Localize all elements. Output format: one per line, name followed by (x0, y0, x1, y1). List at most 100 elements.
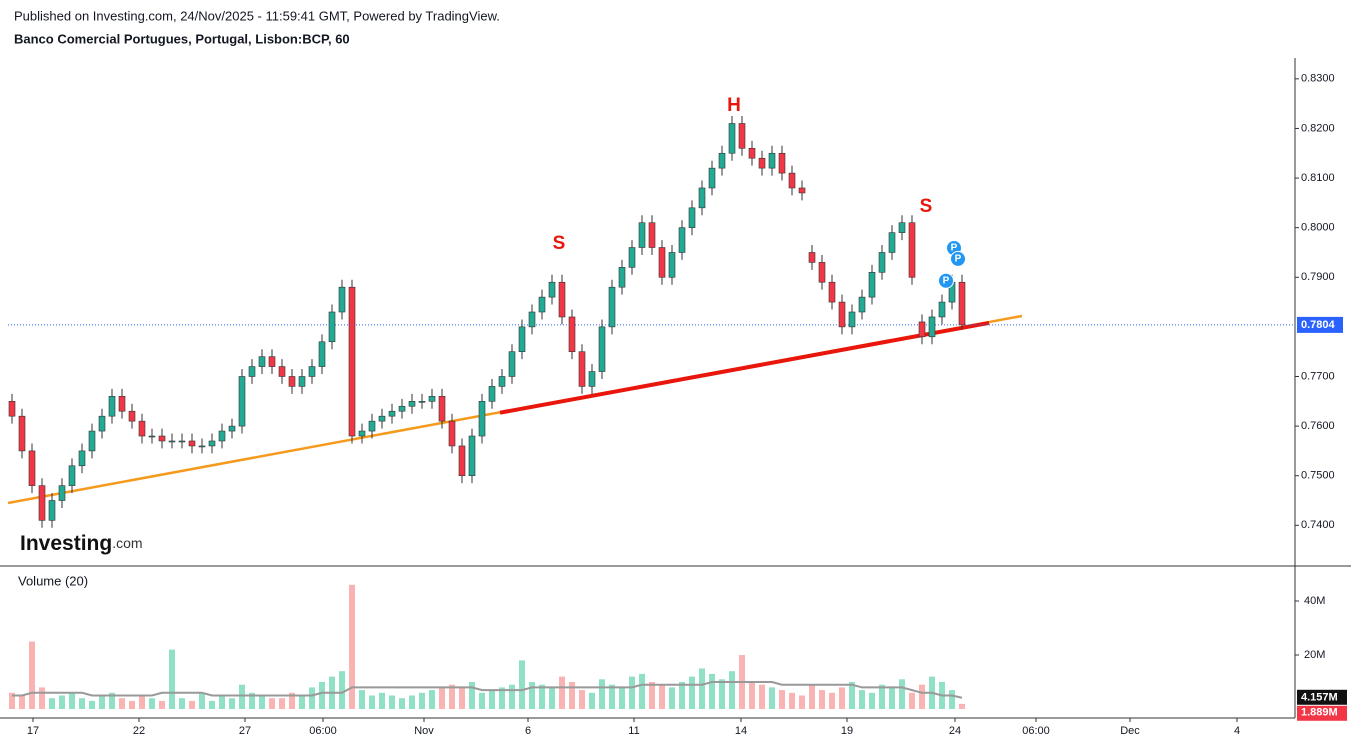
candle-body (298, 376, 306, 387)
candle-body (308, 366, 316, 377)
candle-body (638, 222, 646, 248)
volume-bar (909, 692, 915, 709)
candle-body (428, 396, 436, 402)
candle-body (708, 167, 716, 189)
volume-bar (899, 679, 905, 709)
candle-body (578, 351, 586, 387)
candle-body (718, 152, 726, 169)
marker-label: P (951, 243, 958, 254)
volume-title: Volume (20) (18, 573, 88, 588)
candle-body (278, 366, 286, 377)
chart-title: Banco Comercial Portugues, Portugal, Lis… (14, 31, 350, 46)
volume-bar (809, 684, 815, 709)
y-tick-label: 0.7700 (1301, 370, 1335, 382)
volume-bar (199, 692, 205, 709)
candle-body (368, 420, 376, 432)
y-tick-label: 0.7500 (1301, 470, 1335, 482)
candle-body (198, 445, 206, 448)
y-tick-label: 0.7400 (1301, 519, 1335, 531)
volume-bar (259, 695, 265, 709)
y-tick-label: 0.8300 (1301, 73, 1335, 85)
volume-bar (709, 673, 715, 709)
candle-body (898, 222, 906, 233)
candle-body (398, 405, 406, 412)
pattern-label: S (920, 196, 933, 217)
volume-bar (429, 690, 435, 709)
volume-bar (19, 695, 25, 709)
volume-bar (829, 692, 835, 709)
candle-body (548, 281, 556, 298)
candle-body (768, 152, 776, 169)
candle-body (68, 465, 76, 486)
candle-body (928, 316, 936, 338)
candle-body (438, 396, 446, 422)
candle-body (348, 286, 356, 437)
candle-body (388, 410, 396, 417)
candle-body (258, 356, 266, 367)
volume-bar (119, 698, 125, 709)
volume-bar (189, 700, 195, 709)
candle-body (808, 252, 816, 263)
volume-bar (419, 692, 425, 709)
volume-bar (669, 687, 675, 709)
volume-bar (299, 695, 305, 709)
volume-bar (389, 695, 395, 709)
volume-bar (439, 687, 445, 709)
volume-bar (539, 684, 545, 709)
volume-bar (479, 692, 485, 709)
candle-body (828, 281, 836, 303)
marker-label: P (943, 275, 950, 286)
volume-bar (749, 682, 755, 709)
x-tick-label: 14 (735, 725, 747, 737)
volume-bar (639, 673, 645, 709)
pattern-label: H (727, 95, 741, 116)
candle-body (818, 262, 826, 283)
volume-bar (169, 649, 175, 709)
candle-body (228, 425, 236, 432)
candle-body (268, 356, 276, 367)
volume-bar (319, 682, 325, 709)
candle-body (568, 316, 576, 352)
marker-badge (938, 272, 954, 289)
volume-ma-line (12, 681, 963, 699)
volume-bar (239, 684, 245, 709)
volume-bar (349, 584, 355, 709)
y-tick-label: 0.7600 (1301, 420, 1335, 432)
volume-bar (799, 695, 805, 709)
y-tick-label: 0.8200 (1301, 122, 1335, 134)
volume-bar (99, 695, 105, 709)
volume-bar (399, 698, 405, 709)
candle-body (138, 420, 146, 437)
candle-body (118, 396, 126, 412)
candle-body (528, 311, 536, 328)
candle-body (668, 252, 676, 278)
candle-body (218, 430, 226, 442)
volume-bar (519, 660, 525, 709)
marker-label: P (955, 254, 962, 265)
candle-body (478, 400, 486, 437)
candle-body (868, 272, 876, 298)
candle-body (648, 222, 656, 248)
volume-ma-label: 4.157M (1301, 692, 1338, 704)
volume-bar (949, 690, 955, 709)
candle-body (918, 321, 926, 338)
volume-bar (279, 698, 285, 709)
candle-body (288, 376, 296, 387)
volume-bar (959, 703, 965, 709)
x-tick-label: 6 (525, 725, 531, 737)
volume-bar (369, 695, 375, 709)
candle-body (938, 301, 946, 318)
volume-bar (569, 682, 575, 709)
candle-body (678, 227, 686, 253)
x-tick-label: 06:00 (309, 725, 337, 737)
candle-body (508, 351, 516, 377)
volume-bar (109, 692, 115, 709)
volume-bar (629, 676, 635, 709)
volume-bar (599, 679, 605, 709)
last-price-label: 0.7804 (1301, 319, 1336, 331)
volume-bar (499, 687, 505, 709)
candle-body (418, 400, 426, 403)
volume-bar (879, 684, 885, 709)
candle-body (328, 311, 336, 343)
volume-bar (849, 682, 855, 709)
